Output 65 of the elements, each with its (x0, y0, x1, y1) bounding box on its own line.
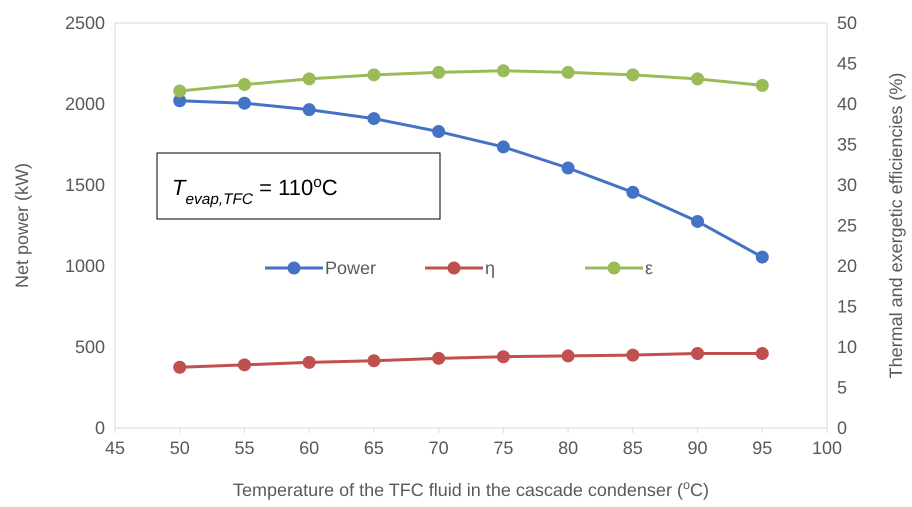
point (496, 140, 510, 154)
point (238, 358, 251, 372)
point (432, 66, 446, 79)
x-tick-label: 70 (428, 438, 449, 458)
x-tick-label: 85 (622, 438, 643, 458)
y2-tick-label: 35 (837, 134, 858, 154)
x-tick-label: 95 (752, 438, 772, 458)
point (302, 72, 316, 86)
x-axis-title: Temperature of the TFC fluid in the cascade condenser ($^{o}$C) (233, 478, 709, 500)
point (756, 346, 769, 360)
y2-tick-label: 5 (837, 378, 848, 398)
y2-tick-label: 20 (837, 256, 858, 276)
x-tick-label: 90 (688, 438, 708, 458)
y2-tick-label: 10 (837, 337, 858, 357)
x-tick-label: 45 (104, 438, 126, 458)
point (562, 161, 575, 174)
point (626, 348, 640, 362)
y2-tick-label: 0 (837, 418, 848, 438)
point (626, 186, 640, 199)
legend-label: ε (645, 258, 654, 278)
y-axis-title: Net power (kW) (12, 162, 32, 288)
y-tick-label: 1000 (64, 256, 105, 276)
point (367, 68, 380, 82)
point (691, 72, 704, 86)
x-tick-label: 50 (170, 438, 190, 458)
legend-label: Power (325, 258, 376, 278)
y2-tick-label: 15 (837, 296, 858, 316)
point (691, 214, 704, 228)
y-tick-label: 2000 (64, 94, 105, 114)
point (302, 356, 316, 369)
point (238, 78, 251, 92)
y-tick-label: 500 (74, 337, 105, 357)
point (367, 112, 380, 126)
y2-tick-label: 50 (837, 13, 858, 33)
x-tick-label: 75 (493, 438, 514, 458)
y2-tick-label: 45 (837, 54, 858, 74)
point (173, 84, 186, 98)
point (432, 352, 446, 365)
legend-label: η (485, 258, 496, 278)
point (496, 64, 510, 78)
y-tick-label: 0 (94, 418, 105, 438)
annotation: T$_{evap,TFC}$ = 110$^{o}$C (172, 174, 338, 208)
y-tick-label: 1500 (64, 175, 105, 195)
point (562, 66, 575, 79)
y2-tick-label: 30 (837, 175, 858, 195)
point (302, 103, 316, 116)
x-tick-label: 100 (812, 438, 842, 458)
point (691, 346, 704, 360)
point (173, 360, 186, 374)
y2-axis-title: Thermal and exergetic efficiencies (%) (886, 72, 906, 378)
point (626, 68, 640, 82)
y2-tick-label: 25 (837, 216, 858, 236)
point (367, 354, 380, 368)
y2-tick-label: 40 (837, 94, 858, 114)
point (432, 125, 446, 138)
x-tick-label: 60 (299, 438, 320, 458)
x-tick-label: 65 (364, 438, 384, 458)
point (562, 349, 575, 362)
y-tick-label: 2500 (64, 13, 105, 33)
x-tick-label: 55 (234, 438, 254, 458)
x-tick-label: 80 (558, 438, 578, 458)
point (756, 250, 769, 264)
point (756, 78, 769, 92)
point (238, 96, 251, 110)
point (496, 350, 510, 364)
